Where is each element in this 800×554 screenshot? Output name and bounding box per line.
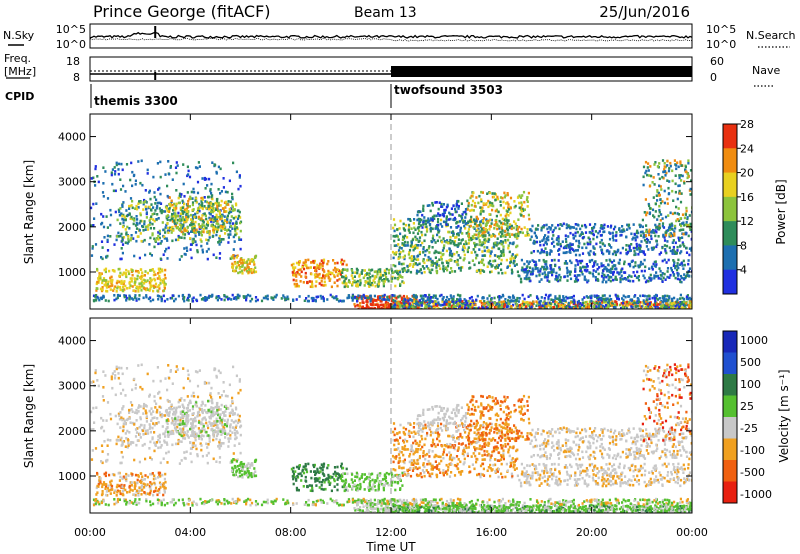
y-tick-label: 1000 (58, 266, 86, 279)
colorbar-tick-label: 25 (740, 400, 754, 413)
colorbar-segment (723, 124, 737, 149)
y-tick-label: 2000 (58, 425, 86, 438)
colorbar-tick-label: 12 (740, 215, 754, 228)
colorbar-tick-label: 20 (740, 167, 754, 180)
y-tick-label: 4000 (58, 335, 86, 348)
station-title: Prince George (fitACF) (93, 2, 271, 21)
power-ylabel: Slant Range [km] (22, 160, 36, 264)
nave-dense-block (391, 66, 692, 77)
x-tick-label: 00:00 (676, 526, 708, 539)
colorbar-tick-label: -1000 (740, 488, 772, 501)
colorbar-frame (722, 330, 738, 504)
colorbar-tick-label: 16 (740, 191, 754, 204)
velocity-colorbar-label: Velocity [m s⁻¹] (777, 369, 791, 462)
x-tick-label: 20:00 (576, 526, 608, 539)
colorbar-tick-label: -100 (740, 444, 765, 457)
date-title: 25/Jun/2016 (599, 3, 690, 21)
x-tick-label: 12:00 (375, 526, 407, 539)
noise-panel-frame (89, 23, 693, 49)
colorbar-tick-label: -500 (740, 466, 765, 479)
colorbar-tick-label: 1000 (740, 334, 768, 347)
cpid-label: CPID (5, 90, 34, 103)
freq-label-1: Freq. (4, 52, 31, 65)
colorbar-tick-label: 100 (740, 378, 761, 391)
x-tick-label: 04:00 (174, 526, 206, 539)
colorbar-segment (723, 196, 737, 222)
beam-title: Beam 13 (354, 5, 417, 21)
colorbar-tick-label: 28 (740, 118, 754, 131)
colorbar-tick-label: 500 (740, 356, 761, 369)
freq-tick-bottom: 8 (73, 71, 80, 84)
colorbar-segment (723, 221, 737, 246)
cpid-segment-2: twofsound 3503 (394, 83, 503, 97)
colorbar-segment (723, 417, 737, 439)
power-colorbar: 4 8 12 16 20 24 28 (722, 118, 754, 295)
colorbar-segment (723, 172, 737, 198)
nave-label: Nave (752, 64, 780, 77)
power-colorbar-label: Power [dB] (774, 179, 788, 244)
nave-tick-bottom: 0 (710, 71, 717, 84)
nsearch-trace (89, 38, 693, 42)
colorbar-segment (723, 438, 737, 461)
velocity-ylabel: Slant Range [km] (22, 364, 36, 468)
nsky-label: N.Sky (3, 29, 35, 42)
nsearch-label: N.Search (746, 29, 796, 42)
colorbar-segment (723, 481, 737, 504)
x-axis-label: Time UT (365, 540, 416, 554)
colorbar-frame (722, 123, 738, 295)
velocity-axes: 1000 2000 3000 4000 (58, 335, 692, 483)
colorbar-tick-label: 4 (740, 264, 747, 277)
velocity-colorbar: 1000 500 100 25 -25 -100 -500 -1000 (722, 330, 772, 504)
colorbar-segment (723, 460, 737, 482)
noise-tick-right-bottom: 10^0 (706, 38, 736, 51)
x-tick-label: 08:00 (275, 526, 307, 539)
nsky-trace (89, 31, 693, 39)
colorbar-segment (723, 395, 737, 418)
colorbar-tick-label: 8 (740, 239, 747, 252)
power-axes: 1000 2000 3000 4000 (58, 131, 692, 279)
y-tick-label: 1000 (58, 470, 86, 483)
colorbar-segment (723, 245, 737, 271)
noise-tick-left-top: 10^5 (56, 23, 86, 36)
time-axis: 00:00 04:00 08:00 12:00 16:00 20:00 00:00 (74, 114, 708, 539)
velocity-heatmap (90, 363, 692, 513)
noise-tick-left-bottom: 10^0 (56, 38, 86, 51)
colorbar-segment (723, 331, 737, 353)
cpid-segment-1: themis 3300 (94, 94, 178, 108)
colorbar-segment (723, 148, 737, 174)
power-heatmap (90, 159, 692, 309)
noise-traces (89, 26, 693, 42)
nave-tick-top: 60 (710, 55, 724, 68)
colorbar-tick-label: -25 (740, 422, 758, 435)
y-tick-label: 3000 (58, 176, 86, 189)
colorbar-segment (723, 269, 737, 295)
freq-label-2: [MHz] (4, 65, 36, 78)
colorbar-segment (723, 374, 737, 396)
colorbar-tick-label: 24 (740, 142, 754, 155)
freq-nave-traces (90, 66, 692, 80)
y-tick-label: 3000 (58, 380, 86, 393)
freq-tick-top: 18 (66, 55, 80, 68)
x-tick-label: 16:00 (475, 526, 507, 539)
x-tick-label: 00:00 (74, 526, 106, 539)
y-tick-label: 4000 (58, 131, 86, 144)
colorbar-segment (723, 352, 737, 375)
noise-tick-right-top: 10^5 (706, 23, 736, 36)
y-tick-label: 2000 (58, 221, 86, 234)
